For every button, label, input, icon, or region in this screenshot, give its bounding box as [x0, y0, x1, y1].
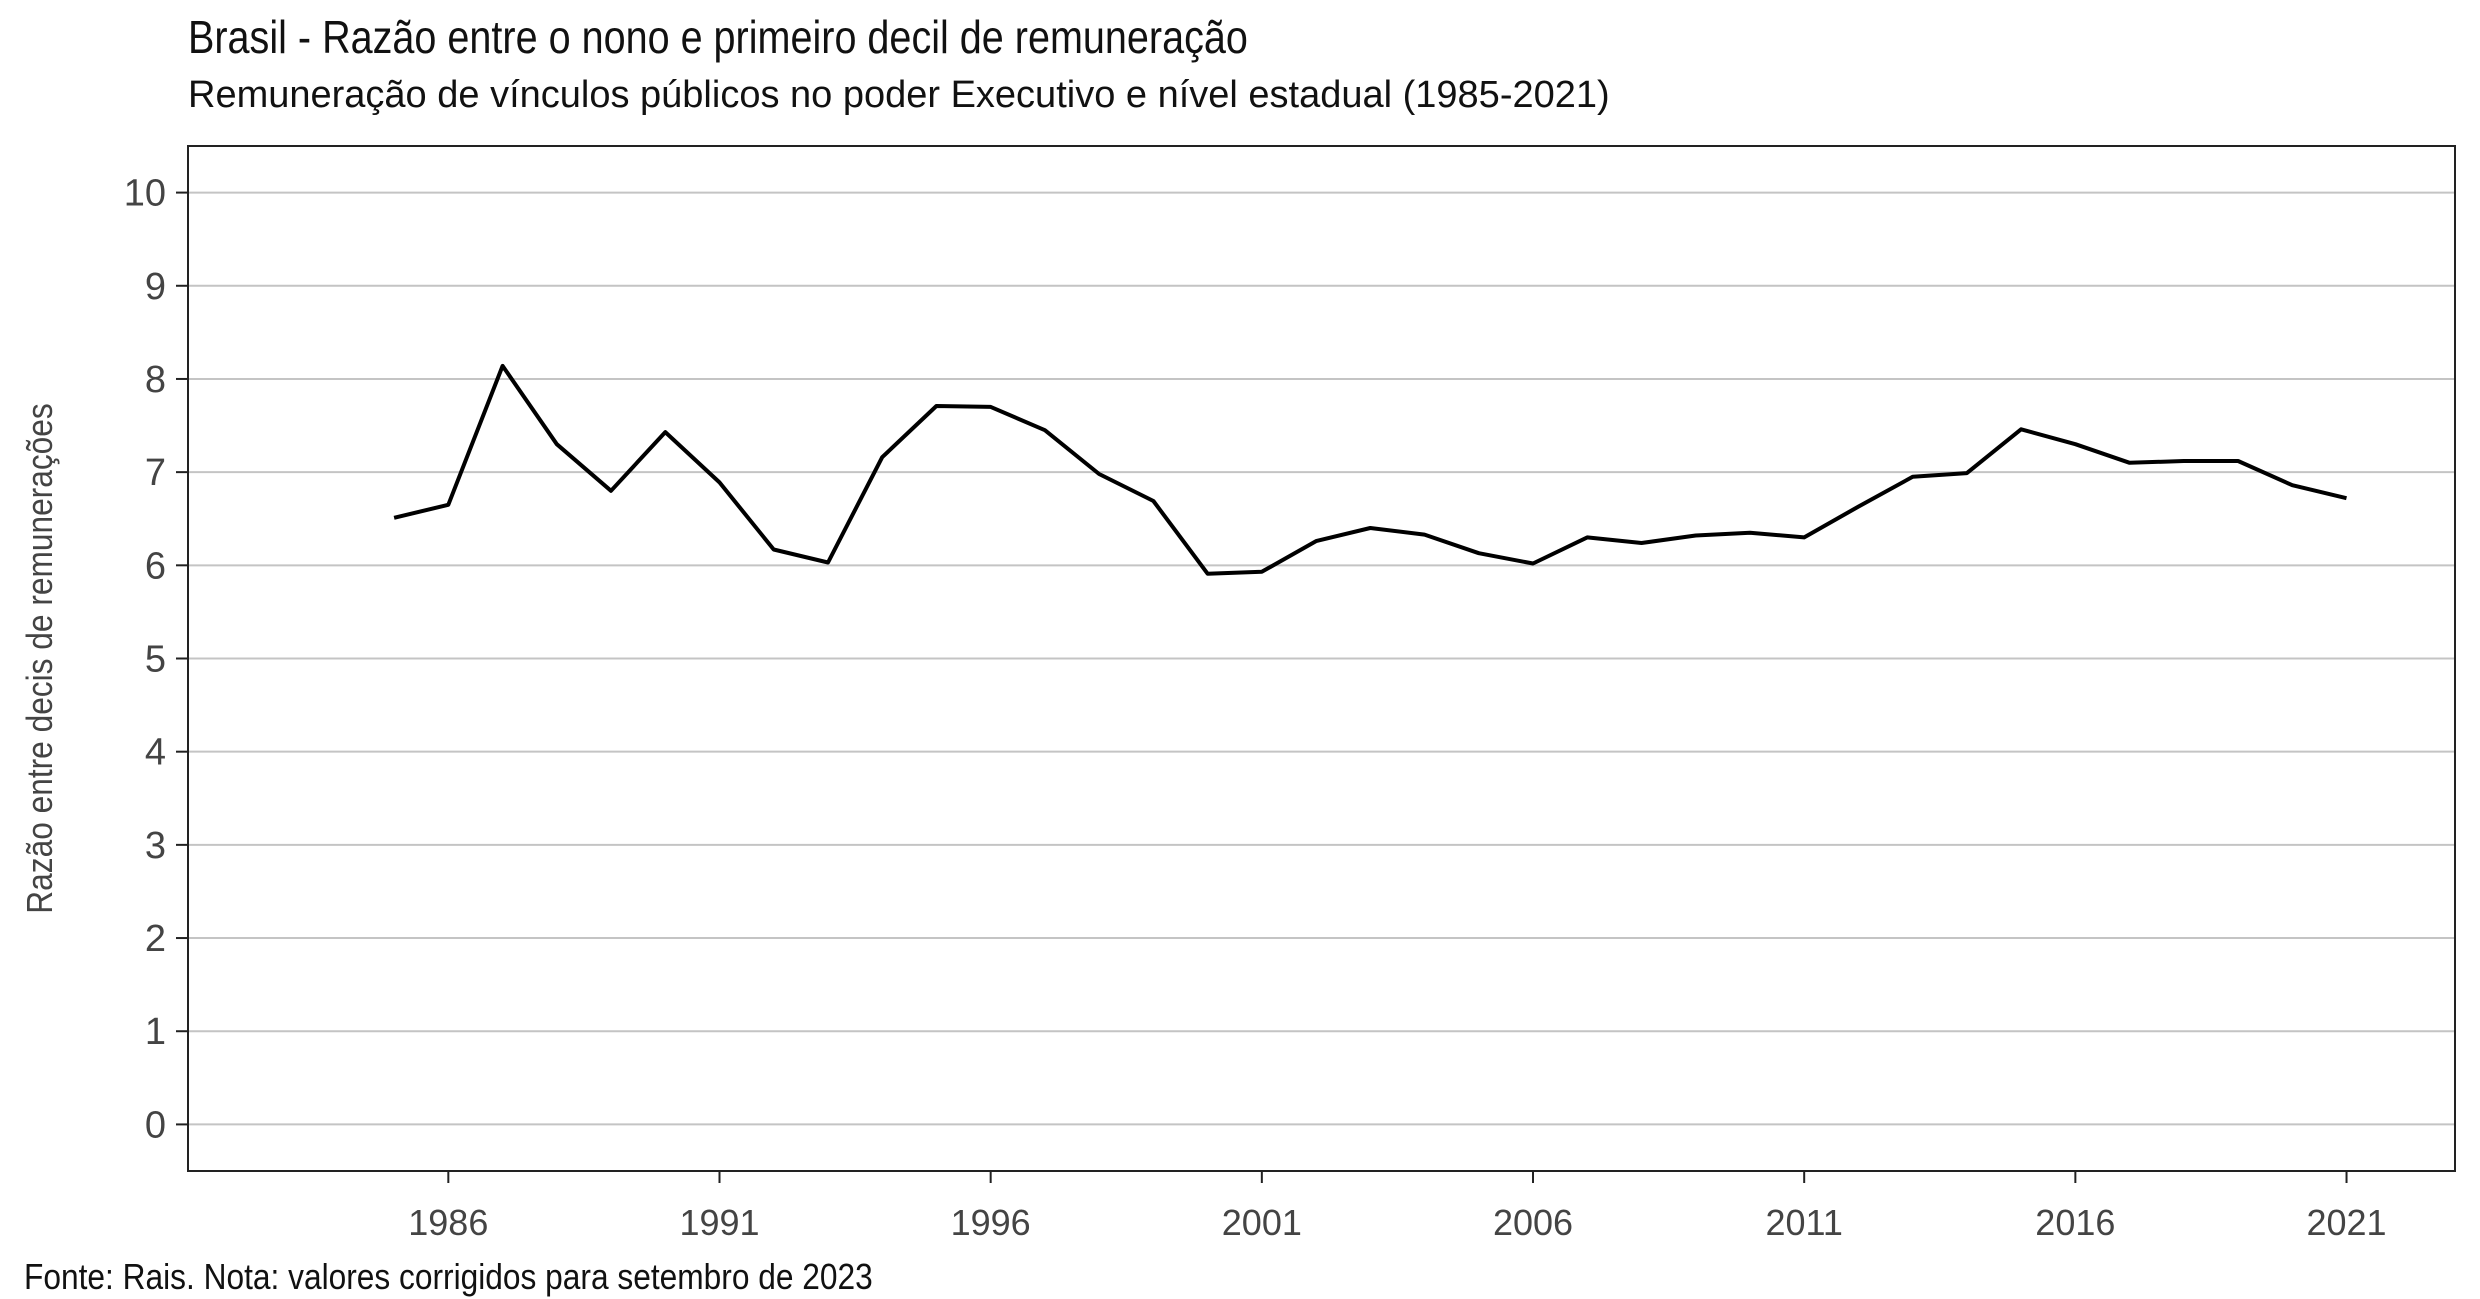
source-note: Fonte: Rais. Nota: valores corrigidos pa…: [24, 1256, 873, 1297]
x-tick-label: 2006: [1493, 1202, 1573, 1243]
y-tick-label: 10: [124, 173, 166, 215]
x-tick-label: 2011: [1765, 1202, 1842, 1243]
y-tick-label: 4: [145, 732, 166, 774]
y-tick-label: 0: [145, 1104, 166, 1146]
series-line: [393, 363, 2347, 576]
x-tick-label: 1996: [951, 1202, 1031, 1243]
chart-subtitle: Remuneração de vínculos públicos no pode…: [188, 74, 1610, 116]
plot-frame: [187, 145, 2456, 1172]
chart-title: Brasil - Razão entre o nono e primeiro d…: [188, 11, 1248, 63]
y-axis-label: Razão entre decis de remunerações: [20, 403, 60, 913]
x-tick-label: 1986: [408, 1202, 488, 1243]
y-tick-label: 7: [145, 452, 166, 494]
y-tick-label: 5: [145, 639, 166, 681]
x-tick-label: 2016: [2035, 1202, 2115, 1243]
x-tick-label: 2001: [1222, 1202, 1302, 1243]
y-tick-label: 8: [145, 359, 166, 401]
y-tick-label: 9: [145, 266, 166, 308]
y-tick-label: 3: [145, 825, 166, 867]
x-tick-label: 1991: [679, 1202, 759, 1243]
x-tick-label: 2021: [2306, 1202, 2386, 1243]
y-tick-label: 2: [145, 918, 166, 960]
y-tick-label: 1: [145, 1011, 166, 1053]
y-tick-label: 6: [145, 545, 166, 587]
